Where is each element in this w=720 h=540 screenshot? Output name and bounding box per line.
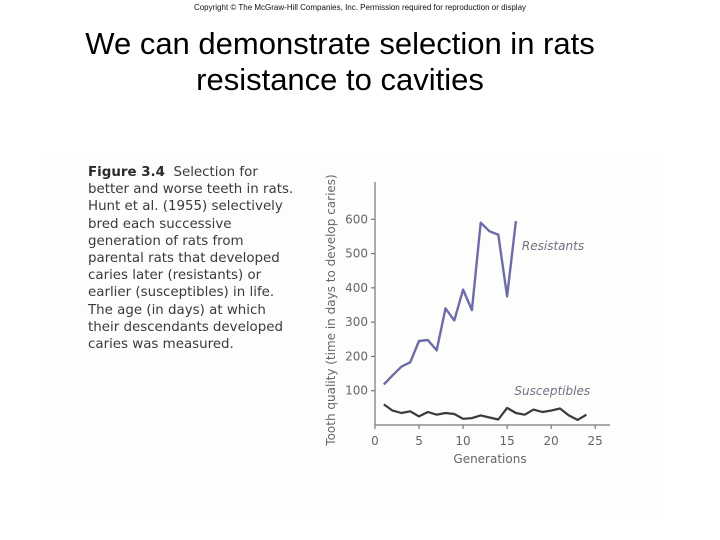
- slide-title: We can demonstrate selection in rats res…: [40, 26, 640, 98]
- x-tick-label: 25: [588, 434, 603, 448]
- y-tick-label: 400: [345, 281, 368, 295]
- x-tick-label: 20: [544, 434, 559, 448]
- series-lines: Resistants Susceptibles: [382, 220, 590, 421]
- x-tick-label: 15: [499, 434, 514, 448]
- figure-label: Figure 3.4: [88, 165, 165, 180]
- series-line-resistants: [382, 220, 518, 386]
- caption-text: Selection for better and worse teeth in …: [88, 165, 294, 353]
- axis-ticks: 100 200 300 400 500 600 0 5 10 15 20 25: [345, 212, 603, 448]
- slide-title-line-1: We can demonstrate selection in rats: [85, 26, 595, 61]
- x-axis-title: Generations: [453, 452, 526, 466]
- slide-title-line-2: resistance to cavities: [196, 62, 484, 97]
- y-axis-title: Tooth quality (time in days to develop c…: [324, 174, 338, 446]
- y-tick-label: 100: [345, 384, 368, 398]
- y-tick-label: 500: [345, 247, 368, 261]
- x-tick-label: 10: [455, 434, 470, 448]
- x-tick-label: 0: [371, 434, 379, 448]
- x-tick-label: 5: [415, 434, 423, 448]
- series-label-susceptibles: Susceptibles: [514, 384, 590, 398]
- figure-caption: Figure 3.4 Selection for better and wors…: [88, 164, 323, 353]
- copyright-notice: Copyright © The McGraw-Hill Companies, I…: [193, 3, 527, 12]
- y-tick-label: 600: [345, 212, 368, 226]
- series-line-susceptibles: [383, 403, 587, 421]
- y-tick-label: 200: [345, 349, 368, 363]
- scanned-figure-area: [46, 152, 658, 514]
- y-tick-label: 300: [345, 315, 368, 329]
- series-label-resistants: Resistants: [522, 239, 584, 253]
